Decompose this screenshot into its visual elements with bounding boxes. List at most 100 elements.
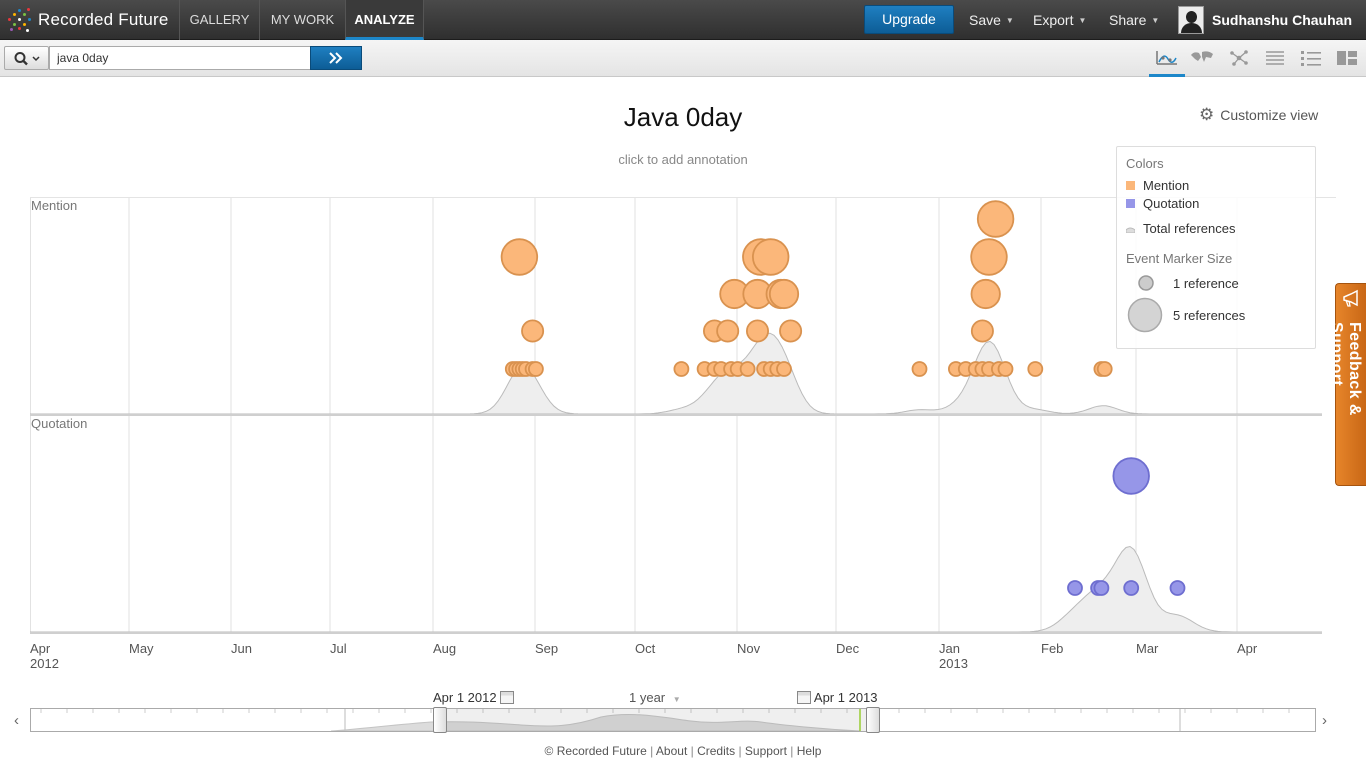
mention-event-markers <box>500 200 1113 377</box>
event-marker[interactable] <box>911 361 928 377</box>
x-tick-label: Dec <box>836 641 860 656</box>
event-marker[interactable] <box>521 319 545 343</box>
map-view-icon[interactable] <box>1190 48 1214 68</box>
timeline-scroll-left-icon[interactable]: ‹ <box>14 712 19 729</box>
x-tick-label: Apr <box>1237 641 1258 656</box>
x-tick-label: Mar <box>1136 641 1159 656</box>
search-type-dropdown[interactable] <box>4 46 49 70</box>
user-name[interactable]: Sudhanshu Chauhan <box>1212 12 1352 28</box>
share-menu[interactable]: Share ▼ <box>1109 0 1159 40</box>
event-marker[interactable] <box>970 238 1008 276</box>
footer-help-link[interactable]: Help <box>796 744 822 758</box>
tab-analyze[interactable]: ANALYZE <box>345 0 424 40</box>
quotation-event-markers <box>1067 457 1186 596</box>
tab-my-work[interactable]: MY WORK <box>259 0 345 40</box>
avatar[interactable] <box>1178 6 1204 34</box>
event-marker[interactable] <box>673 361 690 377</box>
footer-credits-link[interactable]: Credits <box>697 744 736 758</box>
tab-gallery[interactable]: GALLERY <box>179 0 259 40</box>
footer-about-link[interactable]: About <box>655 744 688 758</box>
row-label-mention: Mention <box>31 198 77 213</box>
calendar-icon[interactable] <box>797 691 811 704</box>
add-annotation-link[interactable]: click to add annotation <box>618 152 748 167</box>
event-marker[interactable] <box>1067 580 1083 596</box>
chart-legend: Colors Mention Quotation Total reference… <box>1116 146 1316 349</box>
upgrade-button[interactable]: Upgrade <box>864 5 954 34</box>
legend-size-large: 5 references <box>1127 297 1245 333</box>
start-date-label: Apr 1 2012 <box>433 690 497 705</box>
event-marker[interactable] <box>997 361 1014 377</box>
legend-colors-title: Colors <box>1126 156 1164 171</box>
event-marker[interactable] <box>528 361 544 377</box>
legend-label: Total references <box>1143 221 1236 236</box>
event-marker[interactable] <box>1093 580 1110 596</box>
save-menu[interactable]: Save ▼ <box>969 0 1014 40</box>
x-tick-label: Jul <box>330 641 347 656</box>
chevron-down-icon: ▼ <box>1005 16 1014 26</box>
event-marker[interactable] <box>976 200 1015 238</box>
legend-item-total-references: Total references <box>1126 221 1236 236</box>
feedback-support-label: Feedback & Support <box>1328 322 1363 416</box>
table-view-icon[interactable] <box>1263 48 1287 68</box>
event-marker[interactable] <box>500 238 539 276</box>
event-marker[interactable] <box>752 238 790 276</box>
list-view-icon[interactable] <box>1299 48 1323 68</box>
legend-item-quotation: Quotation <box>1126 196 1199 211</box>
footer: © Recorded Future | About | Credits | Su… <box>544 744 822 758</box>
export-menu[interactable]: Export ▼ <box>1033 0 1086 40</box>
legend-size-small: 1 reference <box>1137 274 1239 292</box>
timeline-view-icon[interactable] <box>1149 48 1185 77</box>
share-menu-label: Share <box>1109 12 1147 28</box>
legend-label: Mention <box>1143 178 1190 193</box>
search-go-button[interactable] <box>310 46 362 70</box>
large-circle-icon <box>1127 297 1163 333</box>
footer-support-link[interactable]: Support <box>744 744 787 758</box>
timeline-scroll-right-icon[interactable]: › <box>1322 712 1327 729</box>
event-marker[interactable] <box>739 361 756 377</box>
brand-logo[interactable]: Recorded Future <box>6 7 169 33</box>
start-date-picker[interactable]: Apr 1 2012 <box>433 690 515 705</box>
recorded-future-logo-icon <box>6 7 34 33</box>
x-axis-line <box>30 632 1322 634</box>
event-marker[interactable] <box>970 278 1001 310</box>
gear-icon: ⚙ <box>1199 105 1215 124</box>
page-title: Java 0day <box>623 102 743 132</box>
legend-label: 1 reference <box>1173 275 1239 291</box>
footer-copyright: © Recorded Future <box>544 744 647 758</box>
event-marker[interactable] <box>1169 580 1186 596</box>
range-end-handle[interactable] <box>866 707 880 733</box>
chevron-down-icon: ▼ <box>1078 16 1087 26</box>
event-marker[interactable] <box>779 319 803 343</box>
dashboard-view-icon[interactable] <box>1335 48 1359 68</box>
legend-size-title: Event Marker Size <box>1126 251 1233 266</box>
event-marker[interactable] <box>768 278 800 310</box>
network-view-icon[interactable] <box>1227 48 1251 68</box>
event-marker[interactable] <box>1096 361 1113 377</box>
timeline-range-selector[interactable] <box>30 707 1316 733</box>
event-marker[interactable] <box>1027 361 1044 377</box>
legend-swatch <box>1126 181 1135 190</box>
x-tick-label: Sep <box>535 641 558 656</box>
event-marker[interactable] <box>1112 457 1150 495</box>
event-marker[interactable] <box>1123 580 1140 596</box>
end-date-picker[interactable]: Apr 1 2013 <box>797 690 878 705</box>
x-tick-label: Oct <box>635 641 656 656</box>
range-start-handle[interactable] <box>433 707 447 733</box>
event-marker[interactable] <box>970 319 994 343</box>
feedback-support-tab[interactable]: Feedback & Support <box>1328 283 1366 486</box>
customize-view-button[interactable]: ⚙ Customize view <box>1199 105 1318 125</box>
event-marker[interactable] <box>776 361 792 377</box>
period-label: 1 year <box>629 690 666 705</box>
export-menu-label: Export <box>1033 12 1074 28</box>
search-input[interactable] <box>49 46 311 70</box>
x-tick-label: Feb <box>1041 641 1063 656</box>
chart-top-border <box>30 197 1336 198</box>
x-tick-label: Aug <box>433 641 456 656</box>
calendar-icon[interactable] <box>500 691 515 704</box>
save-menu-label: Save <box>969 12 1001 28</box>
event-marker[interactable] <box>716 319 740 343</box>
period-selector[interactable]: 1 year ▼ <box>629 690 681 705</box>
event-marker[interactable] <box>746 319 770 343</box>
